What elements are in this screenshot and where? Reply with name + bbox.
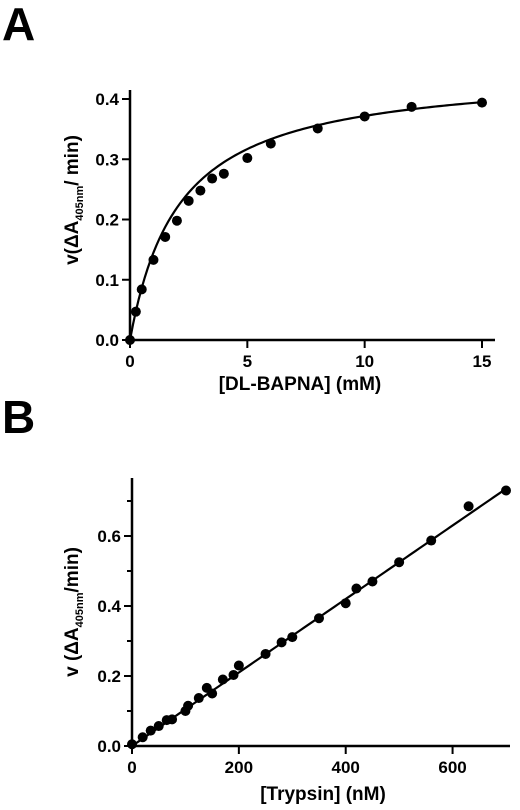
panel-b-y-ticks: 0.0 0.2 0.4 0.6	[97, 500, 132, 756]
panel-a-axes	[128, 90, 495, 342]
panel-b-data-point	[137, 732, 148, 743]
panel-b-data-point	[217, 674, 228, 685]
panel-b-letter: B	[2, 391, 35, 443]
panel-b-data-point	[145, 725, 156, 736]
panel-a-data-point	[218, 168, 229, 179]
panel-b-data-point	[340, 598, 351, 609]
panel-a-data-point	[136, 284, 147, 295]
panel-a-y-tick-label: 0.0	[95, 331, 119, 350]
panel-a-data-point	[171, 215, 182, 226]
panel-b-y-title-suffix: /min)	[62, 547, 83, 592]
panel-b-data-point	[193, 693, 204, 704]
panel-a-y-tick-label: 0.1	[95, 271, 119, 290]
panel-b-data-point	[228, 669, 239, 680]
panel-a-x-ticks: 0 5 10 15	[125, 340, 491, 371]
panel-a-data-point	[207, 173, 218, 184]
panel-b-y-title-sub: 405nm	[74, 592, 86, 627]
panel-a-data-point	[359, 111, 370, 122]
panel-b-data-point	[276, 637, 287, 648]
panel-a-y-title-sub: 405nm	[74, 186, 86, 221]
panel-a-x-tick-label: 0	[125, 352, 134, 371]
panel-a-y-tick-label: 0.2	[95, 211, 119, 230]
panel-b-data-point	[260, 648, 271, 659]
panel-a-data-point	[406, 101, 417, 112]
panel-a-y-title-suffix: / min)	[62, 135, 83, 186]
panel-a-letter: A	[2, 0, 35, 50]
panel-a-data-point	[130, 306, 141, 317]
panel-b-data-point	[207, 688, 218, 699]
panel-a-fit-curve	[128, 101, 483, 341]
panel-b-y-tick-label: 0.6	[97, 527, 121, 546]
panel-b-data-point	[287, 632, 298, 643]
panel-b-data-point	[183, 700, 194, 711]
panel-b-x-tick-label: 600	[438, 758, 466, 777]
panel-b-y-tick-label: 0.0	[97, 737, 121, 756]
panel-b-data-point	[127, 739, 137, 750]
panel-b-x-axis-title: [Trypsin] (nM)	[260, 784, 386, 805]
panel-b-y-tick-label: 0.2	[97, 667, 121, 686]
panel-a-y-tick-label: 0.3	[95, 150, 119, 169]
panel-b-x-tick-label: 200	[225, 758, 253, 777]
panel-b-y-tick-label: 0.4	[97, 597, 121, 616]
panel-a-data-point	[242, 153, 253, 164]
panel-a-data-point	[148, 254, 159, 265]
panel-b-data-point	[463, 501, 474, 512]
panel-a-data-point	[312, 123, 323, 134]
panel-b-data-points	[127, 485, 511, 750]
panel-b-y-axis-title: v (ΔA405nm/min)	[62, 547, 86, 677]
panel-a-x-tick-label: 5	[243, 352, 252, 371]
panel-a-data-point	[160, 231, 171, 242]
panel-b-data-point	[153, 721, 164, 732]
panel-a-data-point	[195, 185, 206, 196]
panel-b-data-point	[314, 613, 324, 624]
panel-a-data-point	[183, 195, 194, 206]
panel-b-data-point	[351, 583, 362, 594]
panel-b-data-point	[394, 557, 405, 568]
panel-a-data-point	[265, 138, 276, 149]
panel-b-axes	[130, 478, 510, 748]
panel-b-x-tick-label: 0	[127, 758, 136, 777]
panel-b-data-point	[367, 576, 378, 587]
panel-a-data-point	[125, 335, 135, 345]
panel-b-data-point	[426, 535, 437, 546]
panel-a-x-axis-title: [DL-BAPNA] (mM)	[219, 374, 382, 395]
panel-b: B 0 200 400 600 0.0 0.2 0.4 0.6 [Trypsin] (nM)…	[2, 391, 511, 805]
panel-b-y-title-prefix: v (ΔA	[62, 627, 83, 677]
panel-a-y-title-prefix: v(ΔA	[62, 220, 83, 265]
panel-b-data-point	[501, 485, 511, 496]
panel-a-y-ticks: 0.0 0.1 0.2 0.3 0.4	[95, 90, 130, 350]
panel-a-data-point	[477, 97, 487, 108]
panel-a-x-tick-label: 15	[473, 352, 492, 371]
panel-a-x-tick-label: 10	[355, 352, 374, 371]
panel-a-y-tick-label: 0.4	[95, 90, 119, 109]
panel-b-x-tick-label: 400	[332, 758, 360, 777]
panel-a: A 0 5 10 15 0.0 0.1 0.2 0.3 0.4 [DL-BAPNA] (mM)…	[2, 0, 495, 395]
panel-b-data-point	[167, 714, 178, 725]
panel-a-data-points	[125, 97, 487, 345]
panel-a-y-axis-title: v(ΔA405nm/ min)	[62, 135, 86, 265]
panel-b-x-ticks: 0 200 400 600	[127, 746, 467, 777]
panel-b-data-point	[233, 660, 244, 671]
